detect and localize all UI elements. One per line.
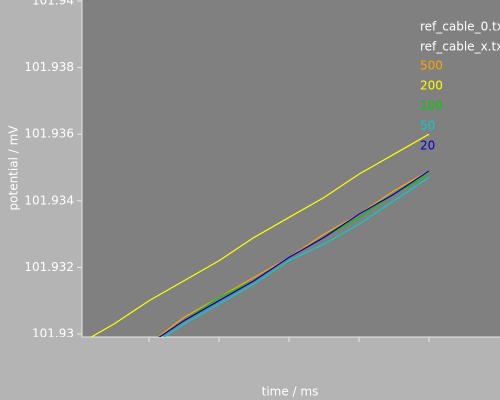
line-series (90, 133, 430, 337)
legend-header: ref_cable_x.txt (420, 40, 500, 54)
legend-entry: 500 (420, 59, 443, 73)
legend-header: ref_cable_0.txt (420, 20, 500, 34)
y-tick-label: 101.934 (24, 193, 74, 207)
x-tick-label: 249.6 (272, 347, 306, 361)
x-axis-label: time / ms (262, 385, 319, 399)
x-tick-label: 249.0 (62, 347, 96, 361)
legend-entry: 50 (420, 119, 435, 133)
x-tick-label: 249.8 (342, 347, 376, 361)
legend-entry: 100 (420, 99, 443, 113)
y-tick-label: 101.936 (24, 127, 74, 141)
y-tick-label: 101.93 (32, 327, 74, 341)
x-tick-label: 250.0 (412, 347, 446, 361)
x-tick-label: 249.4 (202, 347, 236, 361)
line-series (158, 170, 430, 337)
plot-area (82, 0, 500, 337)
legend-entry: 20 (420, 139, 435, 153)
y-tick-label: 101.932 (24, 260, 74, 274)
legend-entry: 200 (420, 79, 443, 93)
y-axis-label: potential / mV (7, 125, 21, 211)
line-series (163, 176, 430, 337)
x-tick-label: 249.2 (132, 347, 166, 361)
y-tick-label: 101.94 (32, 0, 74, 8)
y-tick-label: 101.938 (24, 60, 74, 74)
